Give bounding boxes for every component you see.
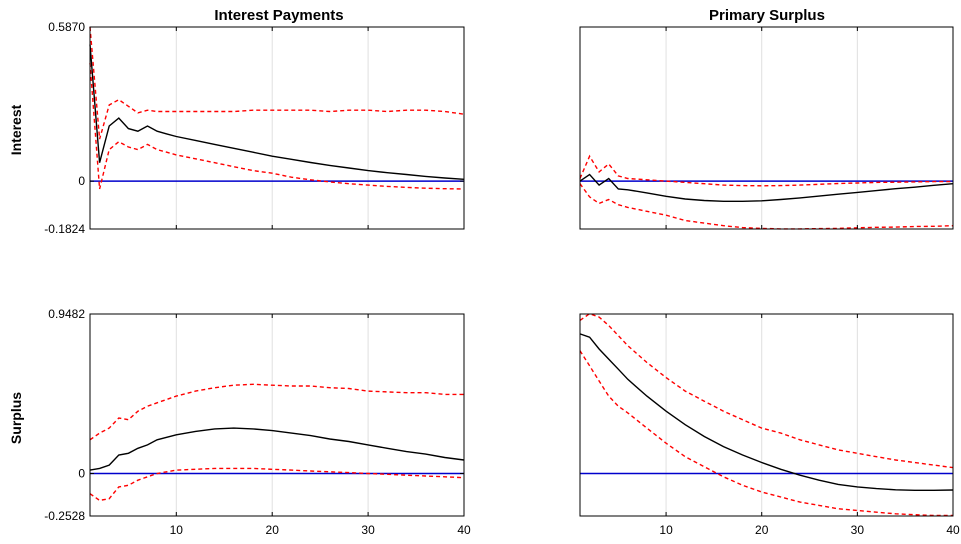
y-tick-label: 0	[78, 174, 85, 188]
axes-box	[89, 26, 465, 230]
y-tick-label: 0	[78, 466, 85, 480]
median-response-line	[579, 173, 954, 203]
lower-band-line	[89, 62, 465, 190]
x-tick-label: 10	[170, 523, 184, 537]
upper-band-line	[579, 154, 953, 187]
plot-area	[580, 27, 953, 229]
upper-band-line	[89, 26, 465, 140]
y-tick-label: -0.2528	[44, 509, 85, 523]
axes-box	[89, 313, 465, 517]
axes-box	[579, 313, 954, 517]
lower-band-line	[579, 350, 953, 517]
panel-interest-on-surplus	[579, 26, 954, 230]
x-tick-label: 10	[659, 523, 673, 537]
plot-area	[90, 27, 464, 229]
x-tick-label: 20	[755, 523, 769, 537]
row-label-surplus: Surplus	[8, 392, 24, 444]
lower-band-line	[89, 467, 465, 502]
x-tick-label: 20	[266, 523, 280, 537]
x-tick-label: 30	[361, 523, 375, 537]
panel-interest-on-interest: 0.5870 0 -0.1824	[44, 20, 465, 236]
lower-band-line	[579, 183, 954, 230]
axes-box	[579, 26, 954, 230]
x-tick-label: 40	[946, 523, 960, 537]
x-tick-label: 40	[457, 523, 471, 537]
upper-band-line	[579, 312, 954, 469]
y-tick-label: -0.1824	[44, 222, 85, 236]
x-tick-label: 30	[851, 523, 865, 537]
y-tick-label: 0.9482	[48, 307, 85, 321]
y-tick-label: 0.5870	[48, 20, 85, 34]
panel-title-primary-surplus: Primary Surplus	[709, 7, 825, 24]
median-response-line	[89, 44, 465, 180]
plot-area	[580, 314, 953, 516]
upper-band-line	[89, 383, 464, 441]
panel-title-interest-payments: Interest Payments	[214, 7, 343, 24]
panel-surplus-on-surplus: 10 20 30 40	[579, 312, 960, 537]
plot-area	[90, 314, 464, 516]
median-response-line	[89, 427, 465, 471]
median-response-line	[579, 333, 954, 491]
row-label-interest: Interest	[8, 104, 24, 155]
panel-surplus-on-interest: 10 20 30 40 0.9482 0 -0.2528	[44, 307, 471, 537]
